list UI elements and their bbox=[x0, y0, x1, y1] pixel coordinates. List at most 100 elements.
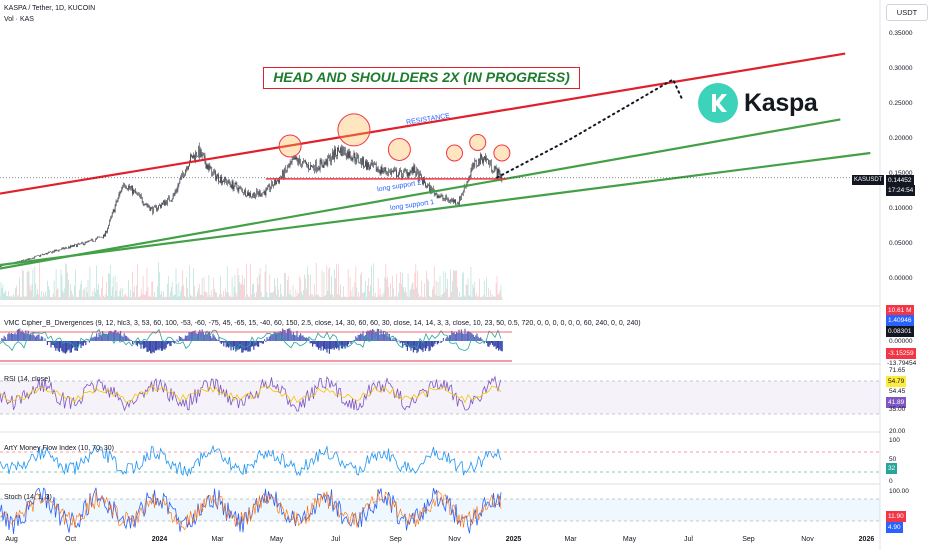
vmc-wave bbox=[428, 341, 430, 352]
volume-bar bbox=[364, 291, 365, 300]
volume-bar bbox=[428, 280, 429, 300]
vmc-wave bbox=[322, 341, 324, 351]
vmc-wave bbox=[260, 341, 262, 343]
volume-bar bbox=[185, 296, 186, 300]
vmc-wave bbox=[392, 338, 394, 341]
vmc-wave bbox=[462, 333, 464, 341]
volume-bar bbox=[141, 294, 143, 300]
volume-bar bbox=[49, 289, 50, 300]
candle-body bbox=[206, 165, 208, 169]
volume-bar bbox=[27, 270, 29, 300]
candle-body bbox=[241, 187, 243, 190]
candle-body bbox=[485, 156, 486, 161]
candle-body bbox=[461, 195, 462, 200]
vmc-wave bbox=[440, 341, 442, 344]
volume-bar bbox=[38, 294, 39, 300]
vmc-wave bbox=[442, 337, 444, 341]
volume-bar bbox=[117, 296, 119, 300]
vmc-wave bbox=[324, 341, 326, 349]
volume-bar bbox=[81, 296, 83, 300]
volume-bar bbox=[401, 284, 402, 300]
candle-body bbox=[329, 155, 331, 159]
volume-bars bbox=[0, 262, 503, 300]
vmc-wave bbox=[319, 341, 321, 348]
vmc-wave bbox=[415, 341, 417, 350]
candle-body bbox=[371, 162, 372, 166]
volume-bar bbox=[248, 296, 249, 300]
vmc-wave bbox=[219, 341, 221, 343]
vmc-wave bbox=[70, 341, 72, 353]
candle-body bbox=[233, 186, 235, 190]
vmc-wave bbox=[334, 341, 336, 348]
candle-body bbox=[65, 247, 67, 249]
headline-annotation: HEAD AND SHOULDERS 2X (IN PROGRESS) bbox=[263, 67, 580, 89]
volume-bar bbox=[218, 296, 219, 300]
volume-bar bbox=[482, 296, 483, 300]
vmc-wave bbox=[369, 329, 371, 341]
vmc-wave bbox=[184, 335, 186, 341]
vmc-wave bbox=[378, 328, 380, 341]
vmc-wave bbox=[288, 328, 290, 341]
vmc-wave bbox=[55, 341, 57, 351]
candle-body bbox=[432, 188, 434, 191]
volume-bar bbox=[198, 283, 200, 300]
volume-bar bbox=[180, 291, 182, 300]
candle-body bbox=[446, 195, 448, 200]
vmc-wave bbox=[80, 341, 82, 349]
x-tick-label: Aug bbox=[5, 536, 18, 543]
vmc-wave bbox=[345, 341, 347, 346]
vmc-wave bbox=[328, 341, 330, 354]
vmc-wave bbox=[265, 341, 267, 342]
candle-body bbox=[128, 186, 129, 190]
volume-bar bbox=[42, 296, 43, 300]
candle-body bbox=[443, 198, 445, 200]
currency-button[interactable]: USDT bbox=[886, 4, 928, 21]
vmc-wave bbox=[480, 337, 482, 341]
volume-bar bbox=[143, 294, 145, 300]
vmc-wave bbox=[456, 331, 458, 341]
vmc-wave bbox=[290, 330, 292, 341]
candle-body bbox=[189, 162, 190, 166]
candle-body bbox=[355, 160, 357, 162]
vmc-wave bbox=[63, 341, 65, 353]
candle-body bbox=[57, 250, 59, 252]
vmc-wave bbox=[132, 341, 134, 344]
volume-bar bbox=[445, 272, 447, 300]
vmc-wave bbox=[164, 341, 166, 350]
volume-bar bbox=[227, 292, 229, 300]
candle-body bbox=[167, 198, 168, 205]
volume-bar bbox=[346, 296, 348, 300]
vmc-wave bbox=[276, 333, 278, 341]
candle-body bbox=[398, 174, 399, 177]
volume-bar bbox=[329, 267, 331, 300]
volume-bar bbox=[414, 272, 416, 300]
volume-bar bbox=[403, 291, 405, 300]
vmc-wave bbox=[129, 339, 131, 341]
vmc-wave bbox=[135, 341, 137, 345]
vmc-wave bbox=[360, 333, 362, 341]
vmc-wave bbox=[46, 341, 48, 346]
vmc-wave bbox=[463, 333, 465, 341]
vmc-wave bbox=[30, 333, 32, 341]
volume-bar bbox=[217, 296, 218, 300]
vmc-wave bbox=[483, 341, 485, 344]
candle-body bbox=[172, 195, 174, 199]
volume-bar bbox=[305, 278, 306, 300]
candle-body bbox=[270, 187, 272, 190]
volume-bar bbox=[46, 296, 47, 300]
candle-body bbox=[66, 247, 67, 249]
vmc-wave bbox=[57, 341, 59, 351]
candle-body bbox=[431, 186, 432, 194]
volume-bar bbox=[281, 293, 282, 300]
volume-bar bbox=[123, 296, 125, 300]
vmc-wave bbox=[351, 341, 353, 342]
volume-bar bbox=[361, 271, 362, 300]
volume-bar bbox=[267, 296, 269, 300]
volume-bar bbox=[494, 296, 496, 300]
candle-body bbox=[490, 160, 491, 164]
volume-bar bbox=[481, 296, 482, 300]
vmc-wave bbox=[272, 334, 274, 341]
vmc-wave bbox=[128, 338, 130, 341]
volume-bar bbox=[368, 278, 369, 300]
candle-body bbox=[448, 198, 449, 202]
